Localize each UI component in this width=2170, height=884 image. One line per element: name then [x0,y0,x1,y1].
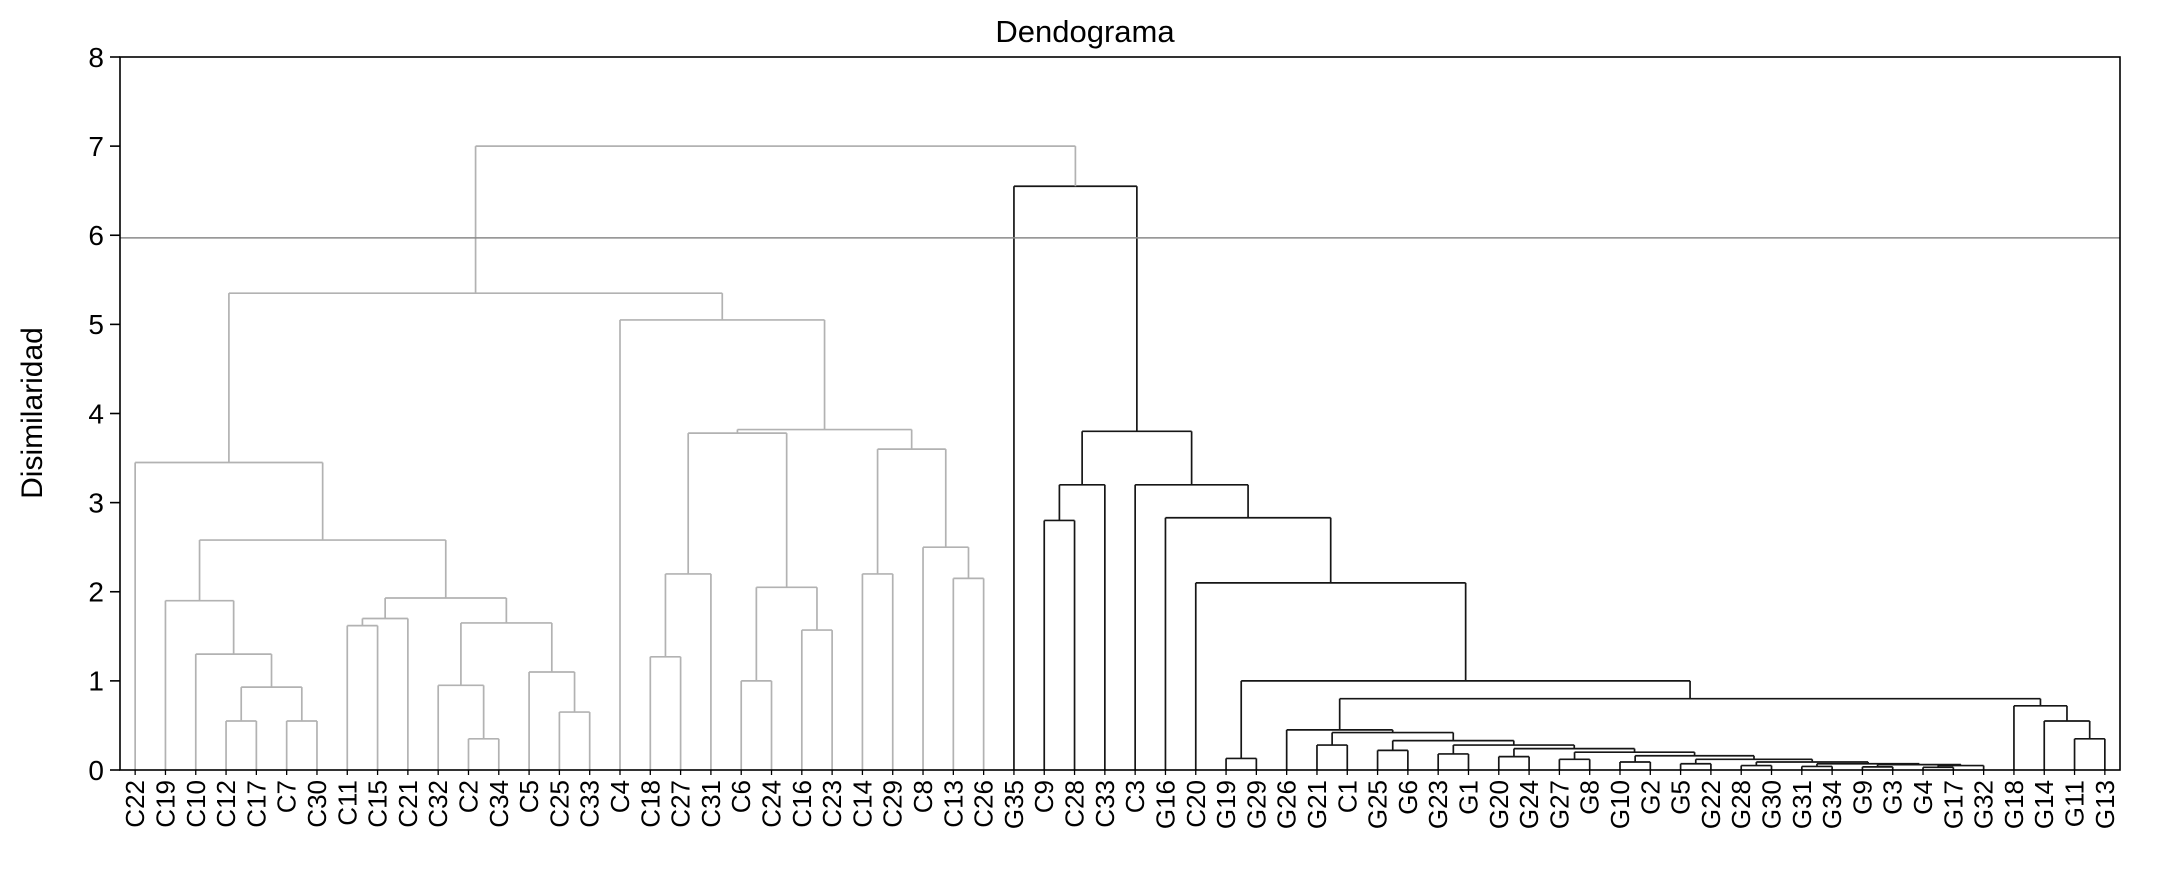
dendrogram-links [134,145,2106,770]
x-leaf-label: G20 [1484,780,1514,829]
x-leaf-label: C29 [878,780,908,828]
x-leaf-label: C4 [605,780,635,813]
x-leaf-label: C10 [181,780,211,828]
x-leaf-label: G25 [1363,780,1393,829]
x-leaf-label: G1 [1453,780,1483,815]
x-leaf-label: C26 [969,780,999,828]
x-leaf-label: G6 [1393,780,1423,815]
x-leaf-label: C14 [847,780,877,828]
y-axis-ticks: 0 1 2 3 4 5 6 7 8 [88,42,120,786]
x-leaf-label: C17 [241,780,271,828]
x-leaf-label: C27 [666,780,696,828]
x-leaf-label: G3 [1878,780,1908,815]
x-leaf-label: G14 [2029,780,2059,829]
x-leaf-label: G35 [999,780,1029,829]
y-tick-label: 0 [88,755,104,786]
x-leaf-label: G5 [1666,780,1696,815]
y-tick-label: 1 [88,666,104,697]
x-leaf-label: C30 [302,780,332,828]
x-leaf-label: G28 [1726,780,1756,829]
axes-frame [119,56,2121,771]
x-leaf-label: C2 [453,780,483,813]
x-leaf-label: C11 [332,780,362,826]
x-leaf-label: C20 [1181,780,1211,828]
x-leaf-label: C5 [514,780,544,813]
x-leaf-label: G29 [1241,780,1271,829]
x-leaf-label: G34 [1817,780,1847,829]
y-tick-label: 6 [88,220,104,251]
x-leaf-label: C15 [363,780,393,828]
x-leaf-label: C33 [1090,780,1120,828]
x-leaf-label: G19 [1211,780,1241,829]
x-leaf-label: C8 [908,780,938,813]
x-leaf-label: G11 [2060,780,2090,827]
x-leaf-label: G13 [2090,780,2120,829]
x-leaf-label: C3 [1120,780,1150,813]
x-leaf-label: G31 [1787,780,1817,829]
x-leaf-label: C7 [272,780,302,813]
y-axis-label: Disimilaridad [16,327,49,499]
x-leaf-label: G8 [1575,780,1605,815]
x-leaf-label: G2 [1635,780,1665,815]
x-leaf-label: C34 [484,780,514,828]
x-leaf-label: C24 [757,780,787,828]
x-leaf-label: C16 [787,780,817,828]
x-leaf-label: G23 [1423,780,1453,829]
x-leaf-label: C21 [393,780,423,828]
x-leaf-label: C19 [150,780,180,828]
x-leaf-label: G4 [1908,780,1938,815]
x-leaf-label: G21 [1302,780,1332,829]
x-leaf-label: G30 [1757,780,1787,829]
x-leaf-label: C12 [211,780,241,828]
x-leaf-label: G17 [1938,780,1968,829]
x-leaf-label: C1 [1332,780,1362,813]
x-leaf-label: G32 [1969,780,1999,829]
x-leaf-label: C28 [1060,780,1090,828]
x-leaf-label: G26 [1272,780,1302,829]
x-leaf-label: G18 [1999,780,2029,829]
chart-title: Dendograma [995,14,1175,49]
x-leaf-label: C9 [1029,780,1059,813]
x-leaf-label: C33 [575,780,605,828]
x-leaf-label: G9 [1847,780,1877,815]
y-tick-label: 5 [88,309,104,340]
x-leaf-label: C31 [696,780,726,828]
x-leaf-label: G16 [1150,780,1180,829]
y-tick-label: 4 [88,398,104,429]
y-tick-label: 3 [88,487,104,518]
x-leaf-label: C23 [817,780,847,828]
x-leaf-label: C13 [938,780,968,828]
x-leaf-label: C25 [544,780,574,828]
x-leaf-label: G10 [1605,780,1635,829]
y-tick-label: 8 [88,42,104,73]
x-leaf-label: C32 [423,780,453,828]
x-leaf-label: G24 [1514,780,1544,829]
x-leaf-label: G22 [1696,780,1726,829]
y-tick-label: 7 [88,131,104,162]
x-leaf-label: G27 [1544,780,1574,829]
x-leaf-label: C18 [635,780,665,828]
x-axis-ticks [134,770,2106,775]
x-axis-leaf-labels: C22 C19 C10 C12 C17 C7 C30 C11 C15 C21 C32 C2 C34 C5 C… [120,780,2120,829]
y-tick-label: 2 [88,577,104,608]
x-leaf-label: C22 [120,780,150,828]
x-leaf-label: C6 [726,780,756,813]
